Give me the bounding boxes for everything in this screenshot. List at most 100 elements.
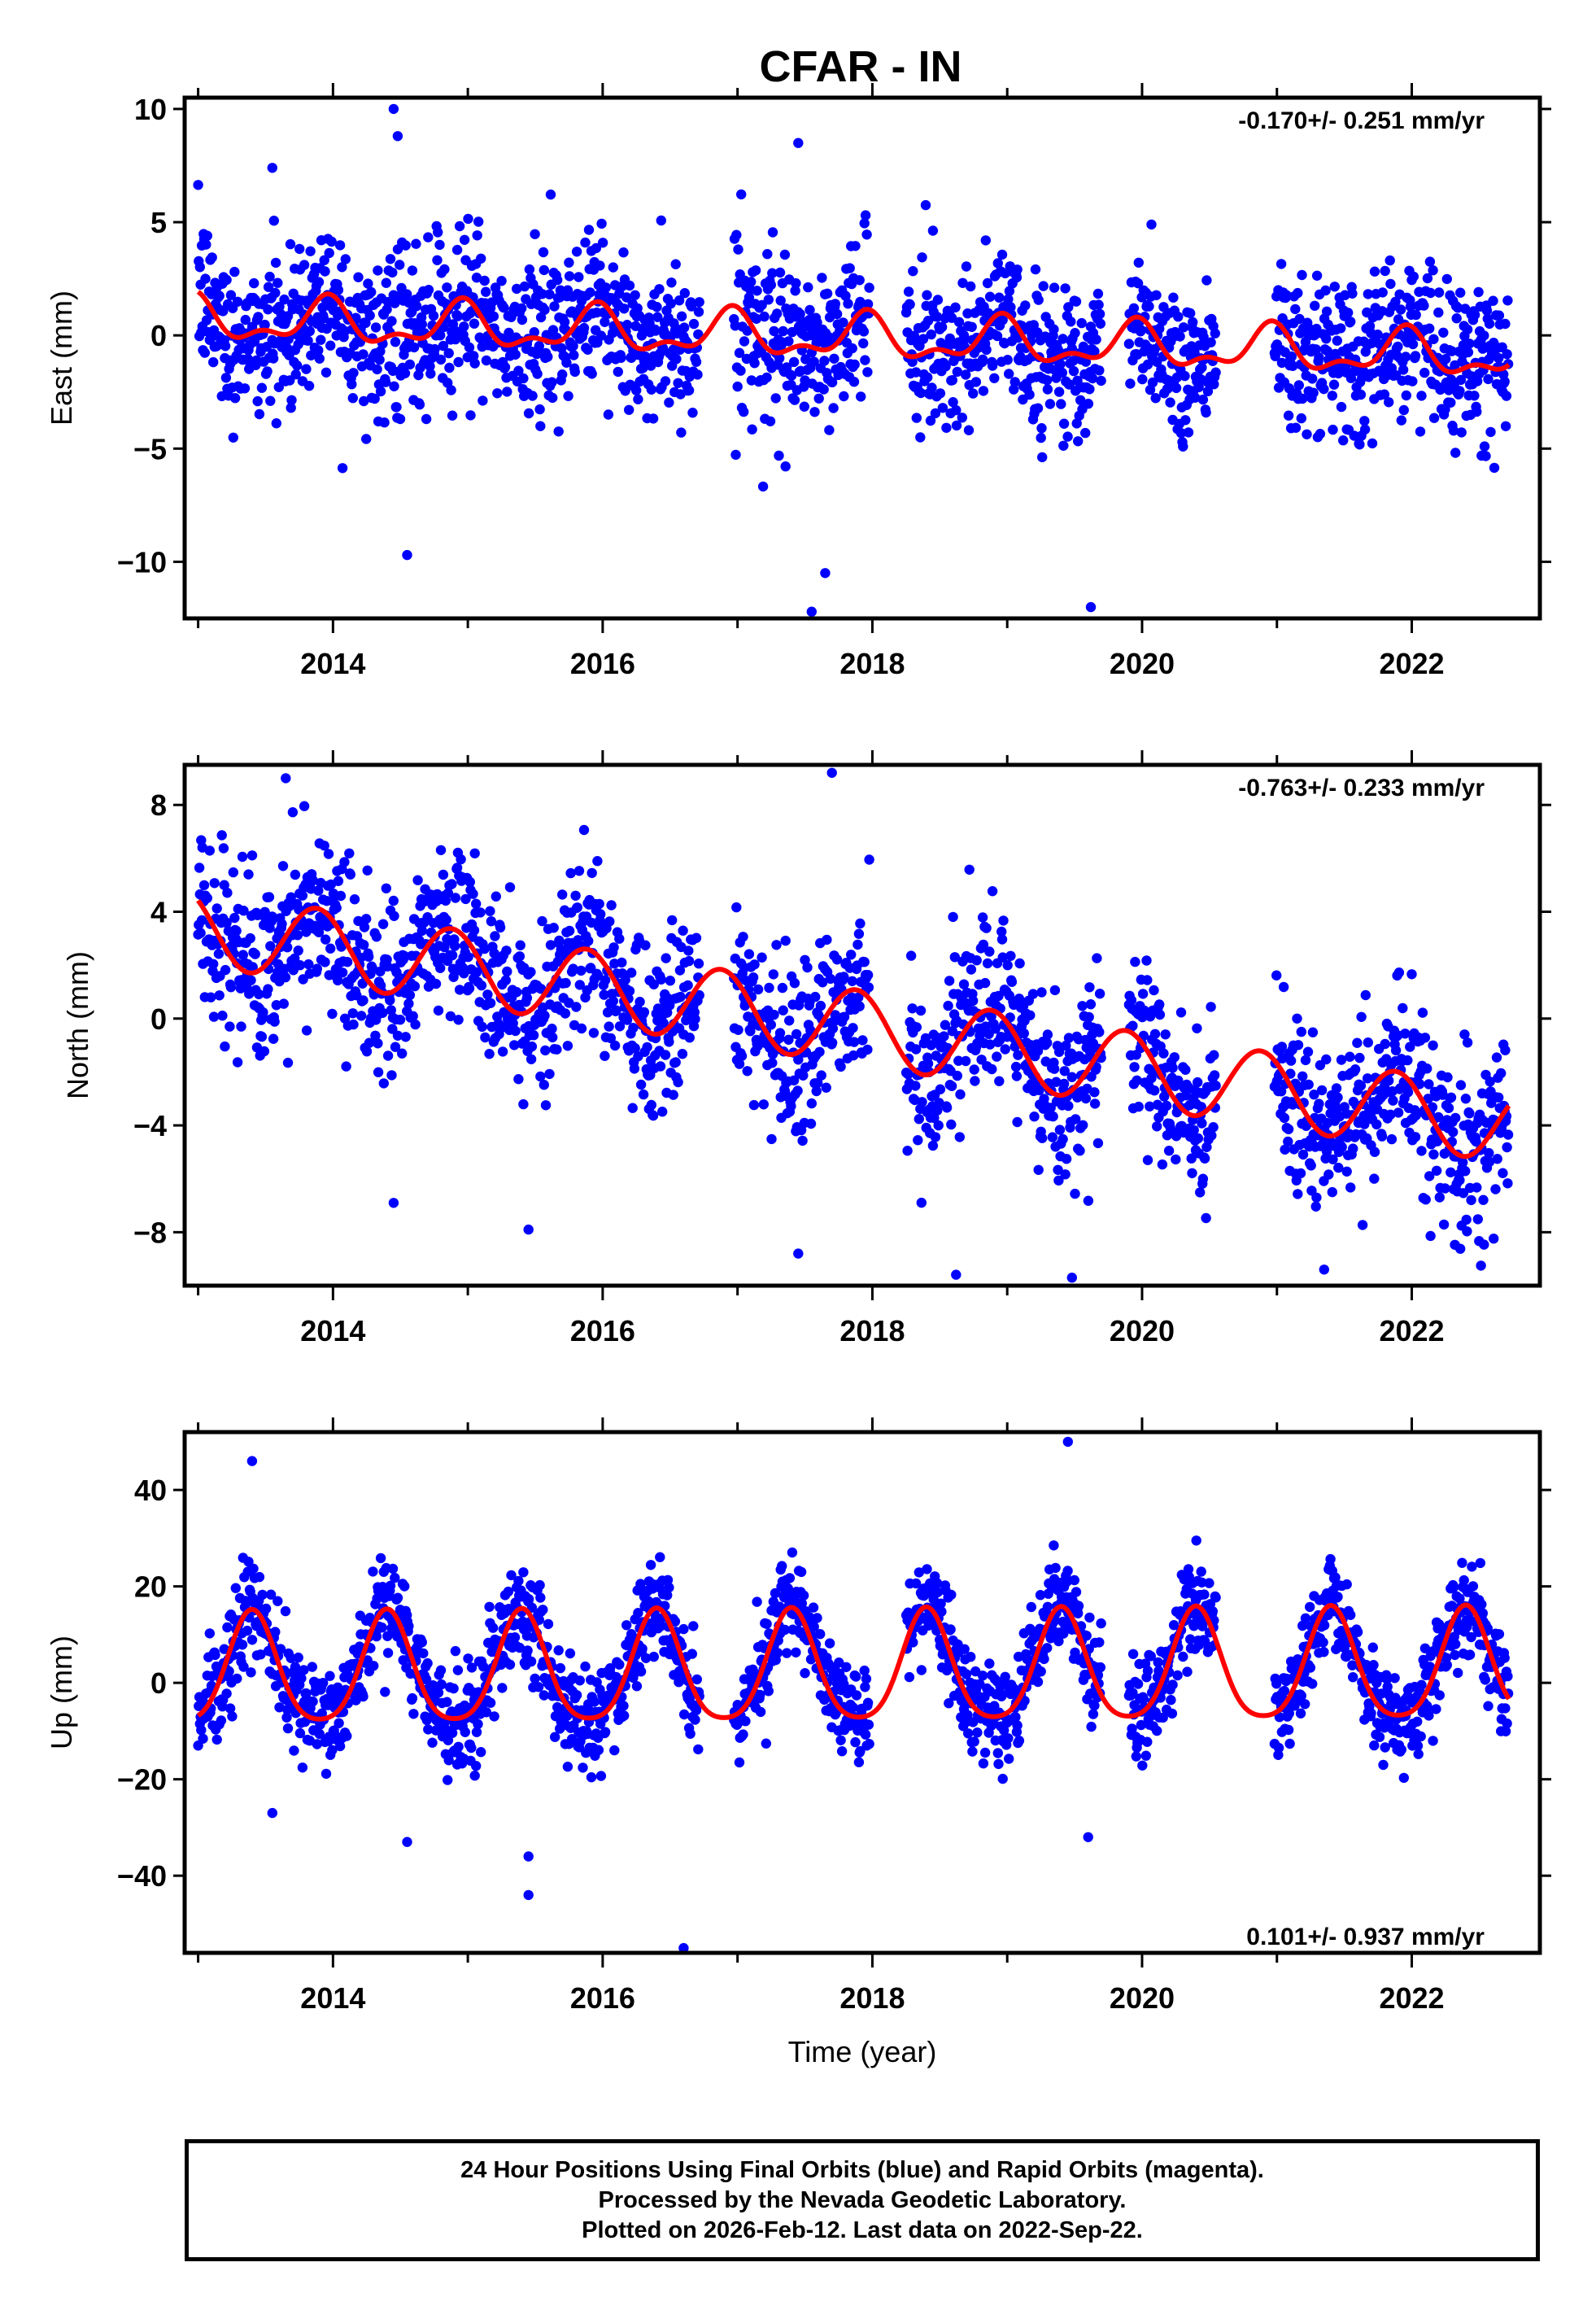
- data-point: [757, 481, 769, 492]
- data-point: [392, 1030, 403, 1042]
- data-point: [586, 1772, 597, 1783]
- data-point: [946, 1081, 957, 1092]
- data-point: [279, 294, 290, 305]
- data-point: [1276, 1042, 1288, 1052]
- data-point: [1283, 410, 1294, 421]
- data-point: [347, 393, 358, 404]
- data-point: [970, 1076, 980, 1086]
- data-point: [580, 1661, 591, 1672]
- data-point: [1271, 970, 1282, 980]
- data-point: [1013, 1050, 1023, 1060]
- data-point: [1297, 1149, 1309, 1160]
- data-point: [358, 349, 368, 360]
- data-point: [342, 1731, 352, 1741]
- data-point: [1424, 256, 1436, 267]
- data-point: [903, 286, 914, 297]
- data-point: [484, 1601, 495, 1613]
- data-point: [799, 401, 809, 412]
- data-point: [661, 953, 671, 963]
- data-point: [1390, 1045, 1402, 1056]
- data-point: [1331, 1083, 1342, 1094]
- data-point: [761, 372, 772, 383]
- data-point: [1020, 300, 1031, 311]
- data-point: [827, 1023, 839, 1034]
- data-point: [735, 365, 746, 376]
- data-point: [1321, 306, 1332, 317]
- data-point: [525, 1054, 537, 1065]
- data-point: [770, 1588, 781, 1599]
- data-point: [930, 408, 941, 419]
- data-point: [613, 366, 623, 378]
- data-point: [588, 1028, 600, 1038]
- data-point: [927, 1140, 939, 1151]
- data-point: [650, 325, 661, 336]
- data-point: [535, 421, 546, 431]
- data-point: [1084, 384, 1095, 395]
- data-point: [1158, 1048, 1169, 1059]
- data-point: [784, 1573, 796, 1583]
- data-point: [404, 989, 416, 1001]
- data-point: [1175, 1007, 1187, 1018]
- data-point: [388, 895, 399, 906]
- data-point: [307, 1662, 317, 1672]
- data-point: [1494, 352, 1504, 364]
- data-point: [367, 963, 377, 974]
- data-point: [786, 1101, 796, 1112]
- data-point: [1367, 338, 1377, 348]
- data-point: [818, 977, 828, 988]
- data-point: [445, 1011, 456, 1022]
- data-point: [916, 1665, 927, 1675]
- data-point: [859, 957, 870, 967]
- data-point: [911, 413, 922, 423]
- data-point: [772, 308, 783, 319]
- data-point: [1455, 1243, 1466, 1254]
- data-point: [256, 1031, 268, 1042]
- data-point: [941, 1103, 953, 1113]
- data-point: [552, 1044, 562, 1055]
- data-point: [229, 266, 240, 277]
- data-point: [609, 1745, 620, 1756]
- data-point: [690, 1014, 700, 1024]
- data-point: [1363, 289, 1374, 299]
- data-point: [270, 1627, 281, 1637]
- data-point: [621, 292, 632, 303]
- data-point: [532, 369, 543, 379]
- data-point: [510, 349, 521, 360]
- data-point: [589, 1697, 600, 1707]
- data-point: [674, 965, 686, 976]
- data-point: [1283, 1136, 1293, 1147]
- data-point: [201, 239, 211, 250]
- data-point: [911, 1022, 922, 1033]
- data-point: [559, 317, 570, 327]
- data-point: [1323, 1169, 1334, 1180]
- data-point: [802, 962, 813, 973]
- x-tick-label: 2014: [300, 1314, 365, 1347]
- data-point: [570, 890, 581, 902]
- data-point: [637, 1644, 648, 1654]
- data-point: [513, 1575, 524, 1587]
- data-point: [1056, 399, 1066, 409]
- data-point: [987, 886, 998, 897]
- data-point: [1146, 219, 1157, 230]
- data-point: [1419, 300, 1429, 311]
- data-point: [629, 1063, 640, 1074]
- data-point: [1197, 1118, 1207, 1129]
- data-point: [757, 952, 767, 963]
- data-point: [1369, 266, 1380, 277]
- data-point: [209, 878, 220, 889]
- data-point: [423, 232, 434, 242]
- data-point: [237, 1640, 248, 1650]
- data-point: [1293, 287, 1303, 299]
- data-point: [489, 1711, 499, 1722]
- data-point: [609, 1040, 621, 1051]
- data-point: [487, 1622, 499, 1633]
- data-point: [1385, 1109, 1396, 1120]
- data-point: [1502, 1142, 1512, 1153]
- data-point: [864, 282, 874, 293]
- data-point: [1053, 1164, 1063, 1176]
- data-point: [759, 311, 770, 322]
- data-point: [1083, 1195, 1094, 1206]
- data-point: [1377, 287, 1388, 298]
- data-point: [855, 918, 866, 929]
- data-point: [1300, 1055, 1311, 1066]
